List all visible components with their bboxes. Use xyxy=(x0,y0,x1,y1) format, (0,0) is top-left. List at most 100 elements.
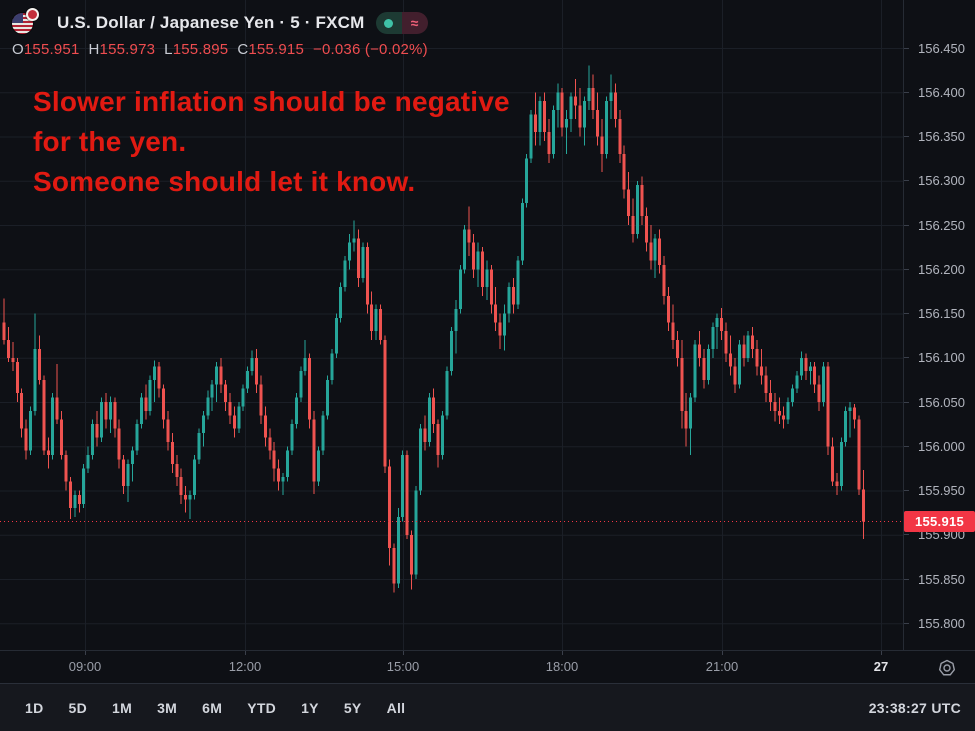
candle-down xyxy=(622,145,626,199)
candle-down xyxy=(2,298,6,345)
time-tick-mark xyxy=(722,651,723,655)
ohlc-row: O155.951 H155.973 L155.895 C155.915 −0.0… xyxy=(12,41,428,58)
candle-down xyxy=(95,410,99,447)
price-axis[interactable]: 156.450 156.400 156.350 156.300 156.250 156.2… xyxy=(903,0,975,650)
chart-header: U.S. Dollar / Japanese Yen · 5 · FXCM ≈ … xyxy=(12,8,428,58)
candle-down xyxy=(272,441,276,482)
candle-up xyxy=(441,410,445,460)
candle-down xyxy=(410,530,414,590)
range-button-6m[interactable]: 6M xyxy=(202,699,223,716)
candle-down xyxy=(773,393,777,422)
candle-down xyxy=(560,87,564,137)
range-button-all[interactable]: All xyxy=(386,699,406,716)
price-tick-mark xyxy=(904,401,909,403)
range-button-5d[interactable]: 5D xyxy=(68,699,87,716)
price-axis-label: 156.450 xyxy=(904,40,975,56)
candle-up xyxy=(569,92,573,133)
candle-up xyxy=(454,300,458,354)
candle-up xyxy=(321,410,325,456)
candle-down xyxy=(312,410,316,495)
symbol-title[interactable]: U.S. Dollar / Japanese Yen · 5 · FXCM xyxy=(57,13,365,32)
candle-up xyxy=(139,393,143,429)
candle-down xyxy=(702,348,706,389)
candlestick-chart[interactable] xyxy=(0,0,903,650)
range-button-1m[interactable]: 1M xyxy=(112,699,133,716)
candle-down xyxy=(649,225,653,270)
candle-up xyxy=(529,109,533,164)
candle-down xyxy=(55,363,59,425)
price-tick-mark xyxy=(904,578,909,580)
candle-up xyxy=(503,304,507,351)
price-tick-mark xyxy=(904,47,909,49)
candle-down xyxy=(498,313,502,349)
range-button-3m[interactable]: 3M xyxy=(157,699,178,716)
candle-down xyxy=(675,331,679,367)
price-tick-mark xyxy=(904,180,909,182)
candle-up xyxy=(507,282,511,323)
candle-down xyxy=(671,304,675,349)
candle-down xyxy=(228,393,232,425)
market-status-pill[interactable]: ≈ xyxy=(375,12,428,34)
price-tick-mark xyxy=(904,136,909,137)
candle-up xyxy=(241,384,245,411)
candle-down xyxy=(15,357,19,402)
candle-down xyxy=(861,470,865,540)
candle-down xyxy=(596,92,600,146)
candle-up xyxy=(396,508,400,588)
price-axis-label: 156.150 xyxy=(904,306,975,322)
close-value: 155.915 xyxy=(248,41,305,58)
price-axis-label: 155.800 xyxy=(904,615,975,631)
candle-down xyxy=(161,384,165,429)
candle-down xyxy=(423,415,427,451)
candle-down xyxy=(117,419,121,469)
price-tick-mark xyxy=(904,534,909,536)
candle-down xyxy=(268,428,272,460)
price-tick-mark xyxy=(904,313,909,314)
time-axis[interactable]: 09:00 12:00 15:00 18:00 21:00 27 xyxy=(0,650,975,683)
bottom-toolbar: 1D 5D 1M 3M 6M YTD 1Y 5Y All 23:38:27 UTC xyxy=(0,683,975,731)
chart-plot-area[interactable] xyxy=(0,0,903,650)
candle-up xyxy=(737,340,741,389)
candle-up xyxy=(582,96,586,146)
range-button-ytd[interactable]: YTD xyxy=(247,699,277,716)
candle-down xyxy=(113,397,117,438)
candle-up xyxy=(538,96,542,146)
candle-down xyxy=(751,326,755,358)
text-annotation[interactable]: Slower inflation should be negative for … xyxy=(33,82,510,202)
price-tick-mark xyxy=(904,490,909,491)
candle-down xyxy=(263,406,267,447)
date-range-buttons: 1D 5D 1M 3M 6M YTD 1Y 5Y All xyxy=(24,698,406,718)
candle-down xyxy=(511,278,515,314)
candle-up xyxy=(210,379,214,411)
candle-up xyxy=(609,74,613,119)
candle-up xyxy=(188,490,192,519)
candle-up xyxy=(317,446,321,487)
candle-down xyxy=(853,403,857,429)
candle-up xyxy=(126,459,130,503)
candle-up xyxy=(556,83,560,128)
candle-up xyxy=(51,393,55,460)
candle-up xyxy=(844,406,848,447)
candle-down xyxy=(432,388,436,433)
range-button-5y[interactable]: 5Y xyxy=(343,699,362,716)
candle-up xyxy=(427,393,431,447)
candle-down xyxy=(467,206,471,256)
candle-down xyxy=(817,375,821,411)
candle-down xyxy=(480,247,484,296)
candle-down xyxy=(684,393,688,447)
candle-up xyxy=(290,419,294,456)
clock-utc[interactable]: 23:38:27 UTC xyxy=(868,699,961,716)
candle-up xyxy=(325,375,329,420)
candle-down xyxy=(680,340,684,429)
chart-settings-button[interactable] xyxy=(935,656,959,680)
candle-up xyxy=(86,446,90,473)
range-button-1y[interactable]: 1Y xyxy=(301,699,319,716)
candle-up xyxy=(192,455,196,500)
candle-up xyxy=(33,313,37,416)
candle-down xyxy=(11,341,15,372)
price-axis-label: 156.000 xyxy=(904,438,975,454)
range-button-1d[interactable]: 1D xyxy=(25,699,44,716)
candle-up xyxy=(339,282,343,323)
candle-up xyxy=(822,362,826,407)
open-value: 155.951 xyxy=(23,41,80,58)
